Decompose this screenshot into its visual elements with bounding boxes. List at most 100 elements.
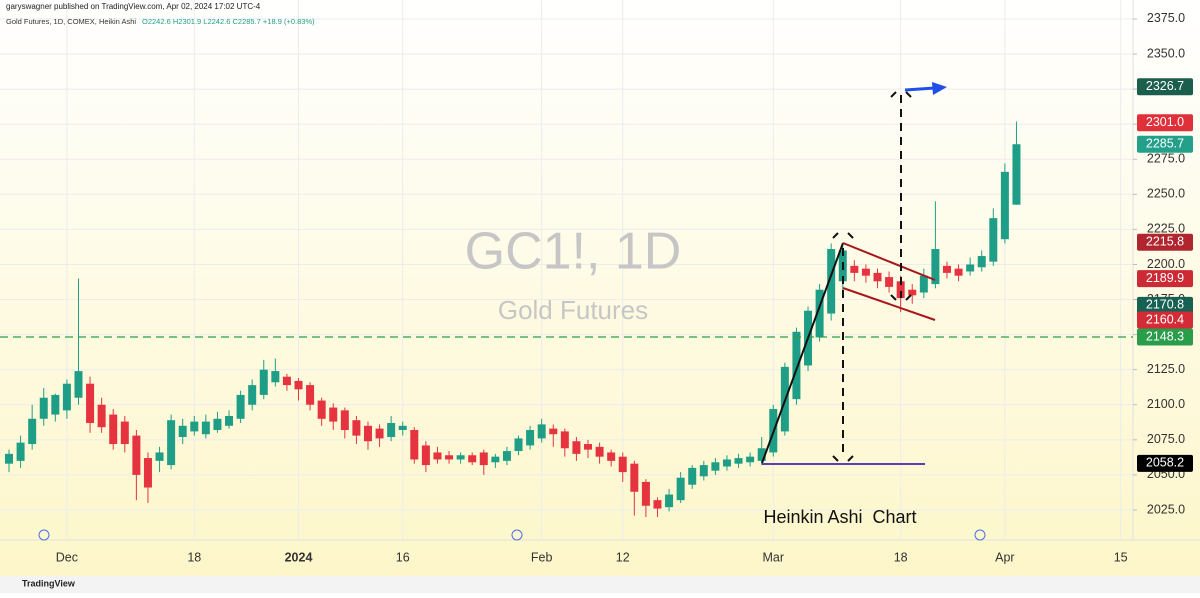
target-ends [890, 91, 912, 301]
candle-body [491, 456, 500, 463]
candle-body [259, 369, 268, 395]
x-tick-label: 2024 [285, 550, 313, 564]
price-tag-label: 2285.7 [1146, 137, 1184, 151]
candle-body [896, 281, 905, 299]
price-tag-label: 2160.4 [1146, 312, 1184, 326]
price-tag-label: 2301.0 [1146, 115, 1184, 129]
candle-body [954, 268, 963, 276]
event-icon [511, 529, 523, 541]
candle-body [665, 494, 674, 508]
candle-body [526, 430, 535, 446]
candle-body [97, 404, 106, 428]
candle-body [352, 420, 361, 436]
y-tick-label: 2225.0 [1147, 222, 1185, 236]
price-tag [1137, 270, 1193, 288]
x-tick-label: Mar [763, 550, 785, 564]
candle-body [410, 430, 419, 460]
candle-body [39, 397, 48, 419]
candle-body [537, 424, 546, 439]
target-arrowhead [932, 82, 947, 95]
candle-body [178, 425, 187, 438]
annotation: Heinkin Ashi Chart [763, 507, 916, 527]
candle-body [398, 425, 407, 431]
candle-body [815, 289, 824, 338]
x-tick-label: Feb [531, 550, 553, 564]
candle-body [722, 459, 731, 467]
candle-body [977, 256, 986, 268]
candle-body [630, 463, 639, 492]
candle-body [792, 331, 801, 400]
candle-body [479, 452, 488, 466]
x-tick-label: Apr [995, 550, 1014, 564]
candle-body [653, 500, 662, 509]
event-icon [38, 529, 50, 541]
candle-body [942, 265, 951, 273]
candle-body [248, 385, 257, 405]
candle-body [74, 371, 83, 398]
price-tag-label: 2148.3 [1146, 329, 1184, 343]
price-tag [1137, 328, 1193, 346]
candle-body [421, 445, 430, 466]
price-tag [1137, 233, 1193, 251]
candle-body [282, 376, 291, 386]
x-tick-label: 18 [894, 550, 908, 564]
candle-body [271, 371, 280, 383]
x-tick-label: 16 [396, 550, 410, 564]
price-tag-label: 2326.7 [1146, 79, 1184, 93]
candle-body [676, 477, 685, 501]
x-tick-label: Dec [56, 550, 78, 564]
x-tick-label: 18 [187, 550, 201, 564]
candle-body [329, 407, 338, 422]
x-tick-label: 15 [1114, 550, 1128, 564]
price-tag-label: 2170.8 [1146, 298, 1184, 312]
candle-body [827, 249, 836, 314]
channel-top [842, 242, 936, 281]
target-arrow [904, 86, 936, 92]
candle-body [213, 418, 222, 431]
candle-body [132, 435, 141, 475]
candle-body [641, 481, 650, 506]
price-tag [1137, 296, 1193, 314]
measure-ends [832, 232, 854, 462]
candle-body [225, 415, 234, 426]
candle-body [456, 455, 465, 460]
candle-body [502, 451, 511, 461]
drawings [761, 82, 947, 465]
event-icons [38, 529, 986, 541]
price-tag [1137, 454, 1193, 472]
flag-pole [761, 242, 844, 464]
candle-body [468, 455, 477, 463]
candle-body [433, 452, 442, 460]
candle-body [28, 418, 37, 445]
candle-body [549, 428, 558, 435]
ohlc-text: O2242.6 H2301.9 L2242.6 C2285.7 +18.9 (+… [142, 17, 315, 26]
candle-body [167, 420, 176, 466]
candle-body [989, 218, 998, 262]
candle-body [966, 264, 975, 272]
candle-body [387, 422, 396, 438]
watermark-subtitle: Gold Futures [498, 295, 648, 325]
brand: TradingView [22, 578, 76, 588]
candle-body [885, 277, 894, 287]
y-tick-label: 2275.0 [1147, 152, 1185, 166]
candle-body [294, 380, 303, 390]
candle-body [51, 394, 60, 415]
y-tick-label: 2350.0 [1147, 46, 1185, 60]
candle-body [5, 453, 13, 464]
candle-body [190, 421, 199, 432]
candle-body [306, 385, 315, 405]
candle-body [618, 456, 627, 473]
y-tick-label: 2200.0 [1147, 257, 1185, 271]
candle-body [919, 275, 928, 293]
candle-body [363, 425, 372, 442]
candle-body [584, 444, 592, 450]
candle-body [711, 462, 720, 471]
candle-body [746, 456, 755, 463]
candle-body [908, 289, 917, 296]
candle-body [850, 265, 859, 273]
publisher: garyswagner published on TradingView.com… [6, 2, 261, 11]
price-tag [1137, 311, 1193, 329]
candle-body [1012, 144, 1021, 205]
